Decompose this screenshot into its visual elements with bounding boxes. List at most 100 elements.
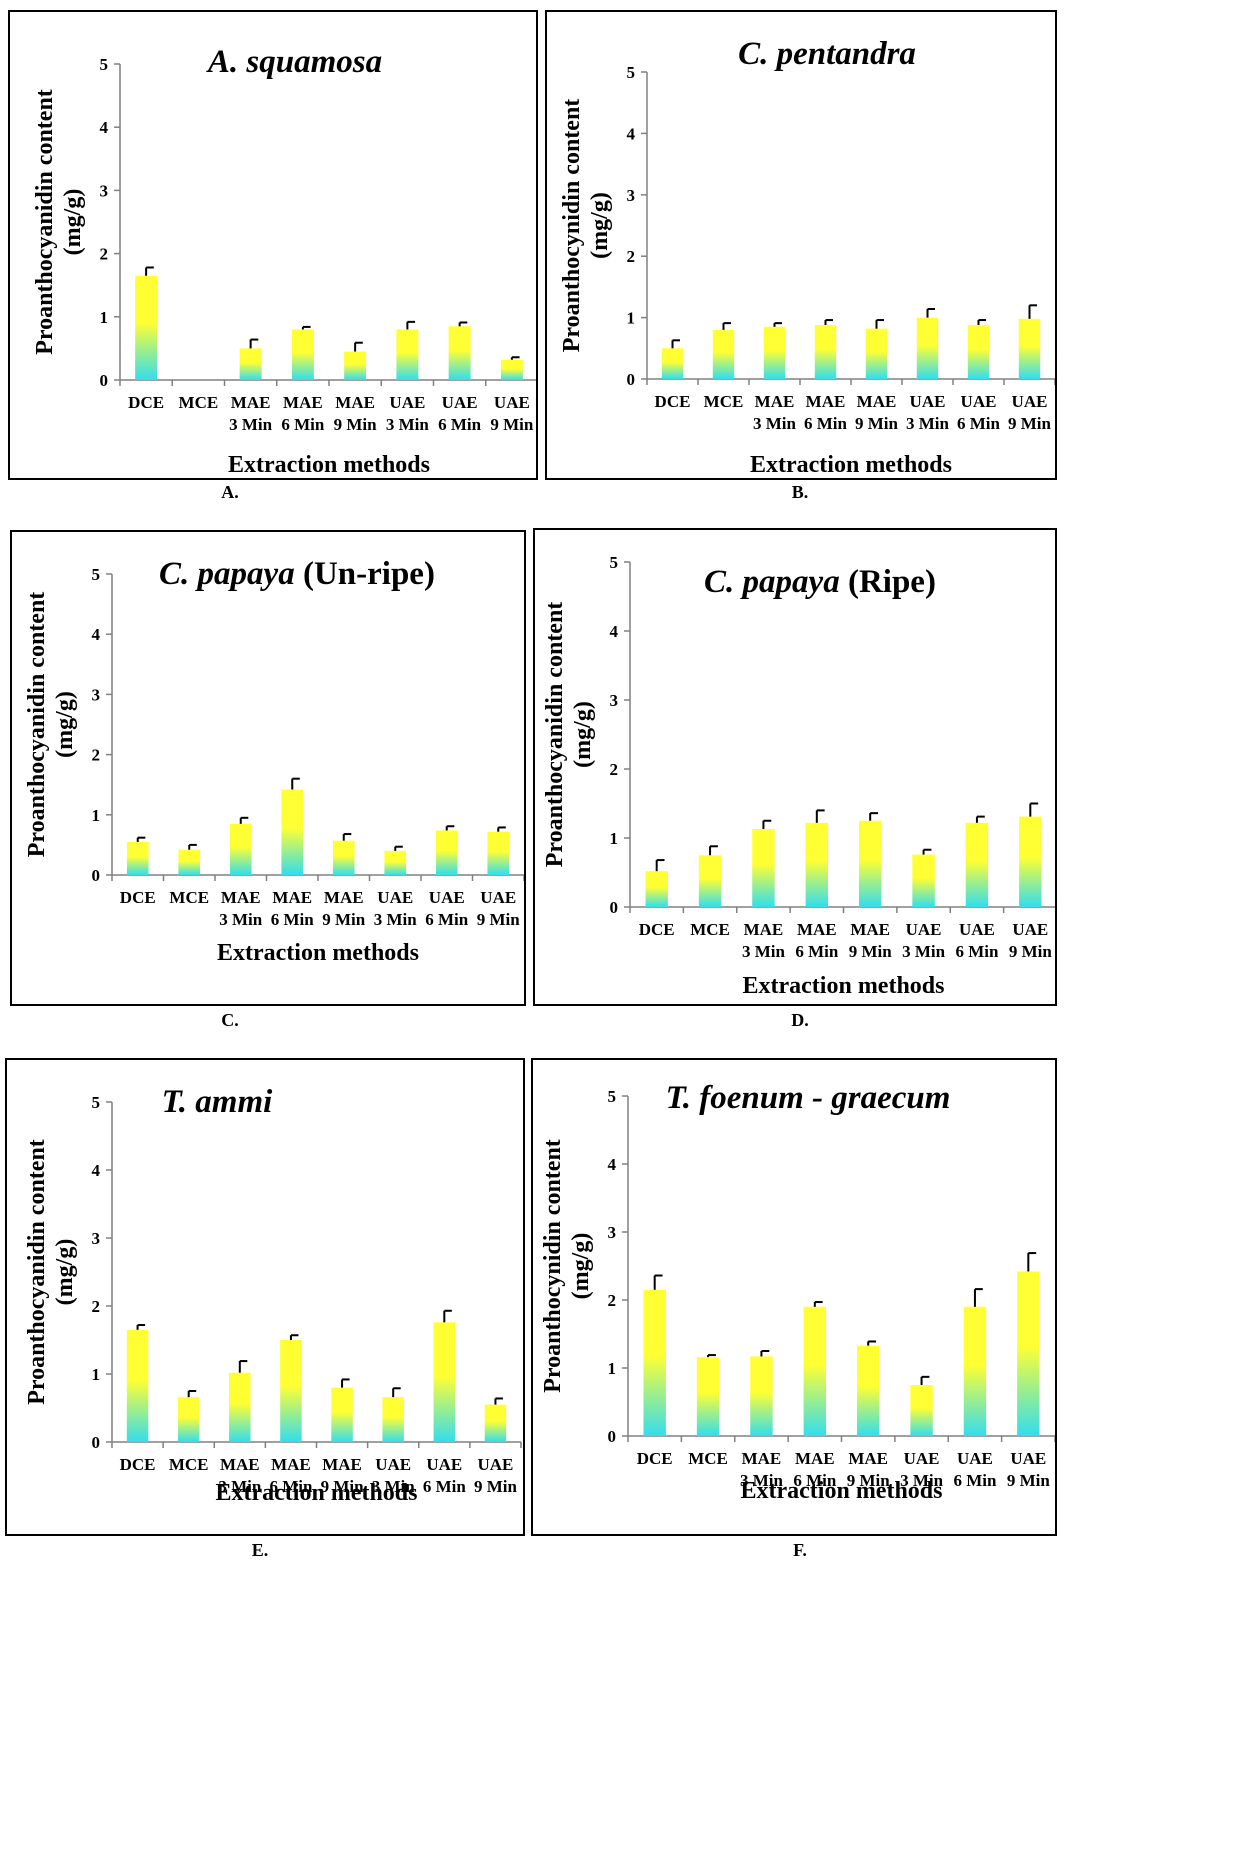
y-tick-label-c: 2: [92, 746, 101, 765]
y-axis-unit-f: (mg/g): [568, 1233, 594, 1300]
x-tick-label-f-7: UAE: [1010, 1449, 1046, 1468]
bar-f-2: [750, 1356, 773, 1436]
x-tick-label-b-0: DCE: [655, 392, 691, 411]
y-tick-label-c: 0: [92, 866, 101, 885]
x-tick-label-b-6: UAE: [961, 392, 997, 411]
bar-d-0: [645, 871, 668, 907]
bar-e-7: [484, 1404, 507, 1442]
x-axis-label-f: Extraction methods: [741, 1478, 943, 1504]
bar-b-7: [1018, 318, 1041, 379]
y-tick-label-a: 3: [100, 181, 109, 200]
bar-f-5: [910, 1385, 933, 1436]
x-tick-label-c-4: MAE: [324, 888, 364, 907]
y-tick-label-f: 2: [608, 1291, 617, 1310]
x-tick-label-a-0: DCE: [128, 393, 164, 412]
bar-c-3: [281, 789, 304, 875]
chart-panel-f: 0 1 2 3 4 5 DCE MCE MAE 3 Min MAE 6 Min MAE 9 Min UAE 3…: [531, 1058, 1057, 1536]
y-axis-label-f: Proanthocynidin content: [540, 1139, 566, 1393]
x-tick-sublabel-a-7: 9 Min: [490, 415, 534, 434]
x-tick-sublabel-d-7: 9 Min: [1009, 942, 1053, 961]
y-tick-label-f: 5: [608, 1087, 617, 1106]
bar-c-7: [487, 831, 510, 875]
x-tick-label-c-6: UAE: [429, 888, 465, 907]
y-tick-label-f: 3: [608, 1223, 617, 1242]
x-tick-sublabel-c-5: 3 Min: [374, 910, 418, 929]
y-tick-label-d: 0: [610, 898, 619, 917]
x-tick-sublabel-a-3: 6 Min: [281, 415, 325, 434]
x-tick-sublabel-d-2: 3 Min: [742, 942, 786, 961]
bar-e-4: [331, 1387, 353, 1442]
y-tick-label-a: 2: [100, 245, 109, 264]
y-tick-label-f: 4: [608, 1155, 617, 1174]
bar-f-1: [696, 1357, 720, 1436]
bar-f-3: [803, 1306, 827, 1436]
x-tick-label-a-6: UAE: [442, 393, 478, 412]
chart-panel-a: 0 1 2 3 4 5 DCE MCE MAE 3 Min MAE 6 Min MAE 9 Min UAE 3…: [8, 10, 538, 480]
y-tick-label-c: 4: [92, 625, 101, 644]
bar-d-1: [698, 855, 722, 907]
bar-c-4: [332, 840, 355, 875]
bar-f-7: [1017, 1271, 1040, 1436]
x-tick-label-d-7: UAE: [1012, 920, 1048, 939]
x-tick-label-a-3: MAE: [283, 393, 323, 412]
x-tick-label-d-0: DCE: [639, 920, 675, 939]
x-tick-sublabel-f-3: 6 Min: [793, 1471, 837, 1490]
panel-label-b: B.: [791, 482, 809, 502]
x-tick-sublabel-f-6: 6 Min: [953, 1471, 997, 1490]
x-axis-label-e: Extraction methods: [216, 1480, 418, 1506]
bar-f-4: [856, 1345, 880, 1436]
x-tick-sublabel-b-4: 9 Min: [855, 414, 899, 433]
x-tick-sublabel-c-3: 6 Min: [271, 910, 315, 929]
x-tick-label-f-0: DCE: [637, 1449, 673, 1468]
x-tick-label-c-2: MAE: [221, 888, 261, 907]
x-tick-label-e-6: UAE: [426, 1455, 462, 1474]
bar-d-4: [858, 820, 882, 907]
y-tick-label-b: 5: [627, 63, 636, 82]
bar-a-5: [396, 329, 419, 380]
y-tick-label-c: 3: [92, 685, 101, 704]
bar-f-6: [963, 1306, 987, 1436]
chart-title-d: C. papaya (Ripe): [704, 564, 936, 600]
bar-e-0: [126, 1329, 149, 1442]
chart-title-e: T. ammi: [162, 1084, 273, 1120]
bar-d-3: [805, 822, 829, 907]
x-tick-label-a-5: UAE: [389, 393, 425, 412]
x-tick-label-b-7: UAE: [1012, 392, 1048, 411]
chart-svg-d: 0 1 2 3 4 5 DCE MCE MAE 3 Min MAE 6 Min MAE 9 Min UAE 3…: [542, 553, 1055, 999]
x-tick-label-e-7: UAE: [477, 1455, 513, 1474]
x-tick-sublabel-c-4: 9 Min: [322, 910, 366, 929]
x-tick-sublabel-c-6: 6 Min: [425, 910, 469, 929]
chart-panel-c: 0 1 2 3 4 5 DCE MCE MAE 3 Min MAE 6 Min MAE 9 Min UAE 3…: [10, 530, 526, 1006]
x-tick-sublabel-d-4: 9 Min: [849, 942, 893, 961]
chart-panel-d: 0 1 2 3 4 5 DCE MCE MAE 3 Min MAE 6 Min MAE 9 Min UAE 3…: [533, 528, 1057, 1006]
chart-panel-b: 0 1 2 3 4 5 DCE MCE MAE 3 Min MAE 6 Min MAE 9 Min UAE 3…: [545, 10, 1057, 480]
x-tick-sublabel-d-5: 3 Min: [902, 942, 946, 961]
x-tick-label-a-4: MAE: [335, 393, 375, 412]
x-tick-label-e-4: MAE: [322, 1455, 362, 1474]
bar-b-0: [661, 348, 684, 379]
x-tick-label-a-2: MAE: [231, 393, 271, 412]
x-tick-sublabel-e-6: 6 Min: [423, 1477, 467, 1496]
bar-e-5: [382, 1397, 404, 1442]
chart-panel-e: 0 1 2 3 4 5 DCE MCE MAE 3 Min MAE 6 Min MAE 9 Min UAE 3…: [5, 1058, 525, 1536]
x-tick-label-d-6: UAE: [959, 920, 995, 939]
y-axis-label-c: Proanthocyanidin content: [24, 592, 50, 858]
y-axis-label-a: Proanthocyanidin content: [32, 89, 58, 355]
y-axis-unit-c: (mg/g): [52, 691, 78, 758]
x-tick-label-c-1: MCE: [169, 888, 209, 907]
y-tick-label-e: 2: [92, 1297, 101, 1316]
x-tick-sublabel-e-4: 9 Min: [321, 1477, 365, 1496]
y-tick-label-e: 1: [92, 1365, 101, 1384]
y-tick-label-d: 3: [610, 691, 619, 710]
x-tick-sublabel-f-7: 9 Min: [1007, 1471, 1051, 1490]
x-tick-label-f-6: UAE: [957, 1449, 993, 1468]
bar-d-5: [912, 854, 935, 907]
bar-b-3: [814, 324, 837, 379]
y-axis-unit-d: (mg/g): [570, 701, 596, 768]
bar-b-5: [916, 317, 939, 379]
x-tick-label-d-5: UAE: [906, 920, 942, 939]
x-tick-label-f-4: MAE: [848, 1449, 888, 1468]
x-tick-label-f-1: MCE: [688, 1449, 728, 1468]
bar-c-5: [384, 850, 407, 875]
chart-svg-b: 0 1 2 3 4 5 DCE MCE MAE 3 Min MAE 6 Min MAE 9 Min UAE 3…: [559, 36, 1055, 478]
